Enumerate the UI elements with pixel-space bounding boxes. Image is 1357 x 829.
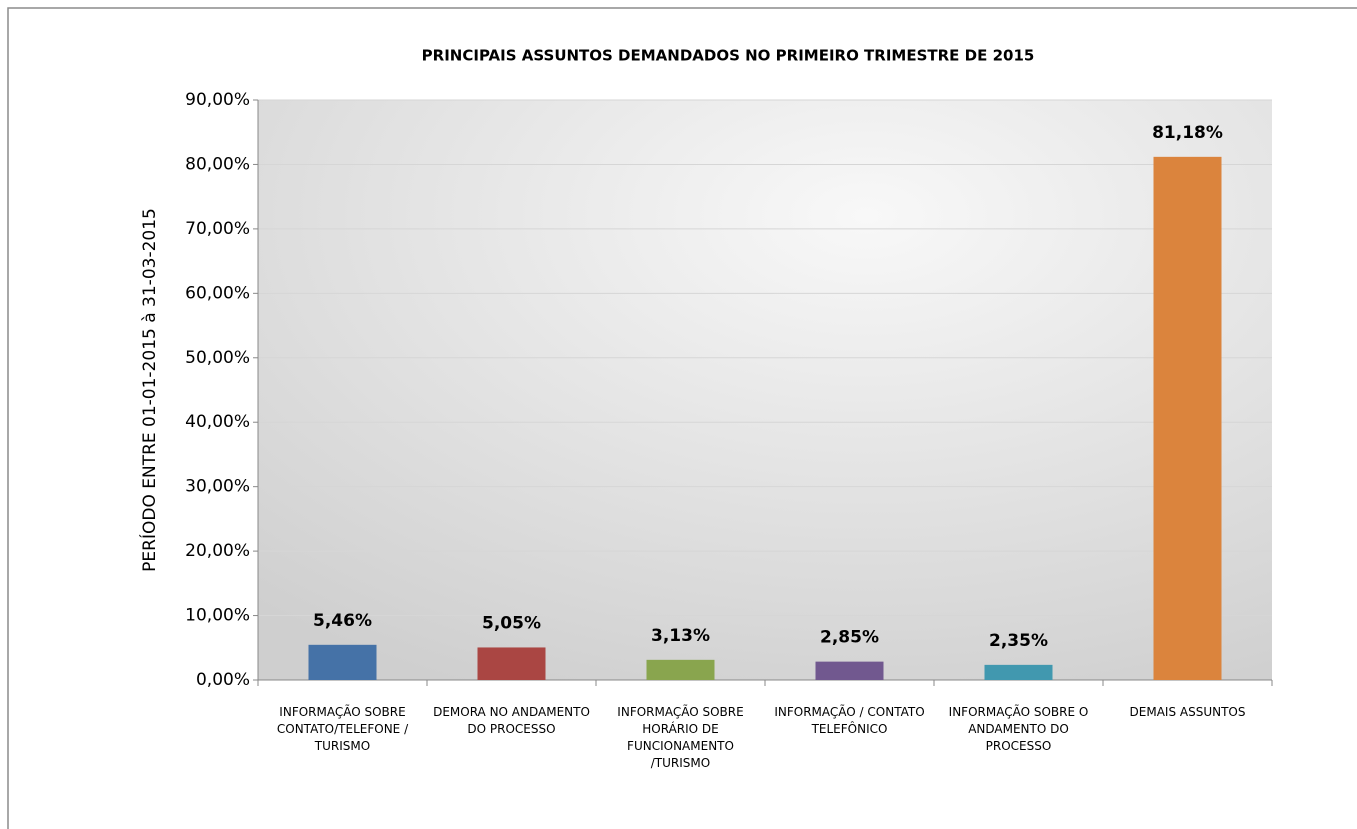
- y-tick-label: 10,00%: [185, 606, 250, 626]
- y-axis-label: PERÍODO ENTRE 01-01-2015 à 31-03-2015: [138, 208, 160, 572]
- bar: [815, 661, 884, 680]
- y-tick-label: 70,00%: [185, 219, 250, 239]
- y-tick-label: 0,00%: [196, 670, 250, 690]
- bar: [646, 659, 715, 680]
- data-label: 3,13%: [651, 626, 710, 646]
- y-tick-label: 50,00%: [185, 348, 250, 368]
- bar: [984, 664, 1053, 680]
- y-tick-label: 90,00%: [185, 90, 250, 110]
- y-tick-label: 60,00%: [185, 283, 250, 303]
- chart-title: PRINCIPAIS ASSUNTOS DEMANDADOS NO PRIMEI…: [422, 47, 1035, 65]
- data-label: 81,18%: [1152, 123, 1223, 143]
- data-label: 2,85%: [820, 628, 879, 648]
- x-tick-label: INFORMAÇÃO / CONTATO TELEFÔNICO: [774, 705, 925, 736]
- data-label: 5,05%: [482, 613, 541, 633]
- y-tick-label: 30,00%: [185, 477, 250, 497]
- y-tick-label: 20,00%: [185, 541, 250, 561]
- data-label: 5,46%: [313, 611, 372, 631]
- bar: [1153, 156, 1222, 681]
- y-tick-label: 40,00%: [185, 412, 250, 432]
- x-tick-label: INFORMAÇÃO SOBRE CONTATO/TELEFONE / TURI…: [276, 705, 409, 753]
- bar: [477, 647, 546, 680]
- y-tick-label: 80,00%: [185, 154, 250, 174]
- bar: [308, 644, 377, 680]
- x-tick-label: INFORMAÇÃO SOBRE HORÁRIO DE FUNCIONAMENT…: [617, 705, 744, 770]
- x-tick-label: DEMAIS ASSUNTOS: [1129, 705, 1246, 719]
- plot-area: [258, 100, 1272, 680]
- x-tick-label: INFORMAÇÃO SOBRE O ANDAMENTO DO PROCESSO: [948, 705, 1089, 753]
- data-label: 2,35%: [989, 631, 1048, 651]
- x-tick-label: DEMORA NO ANDAMENTO DO PROCESSO: [433, 705, 590, 736]
